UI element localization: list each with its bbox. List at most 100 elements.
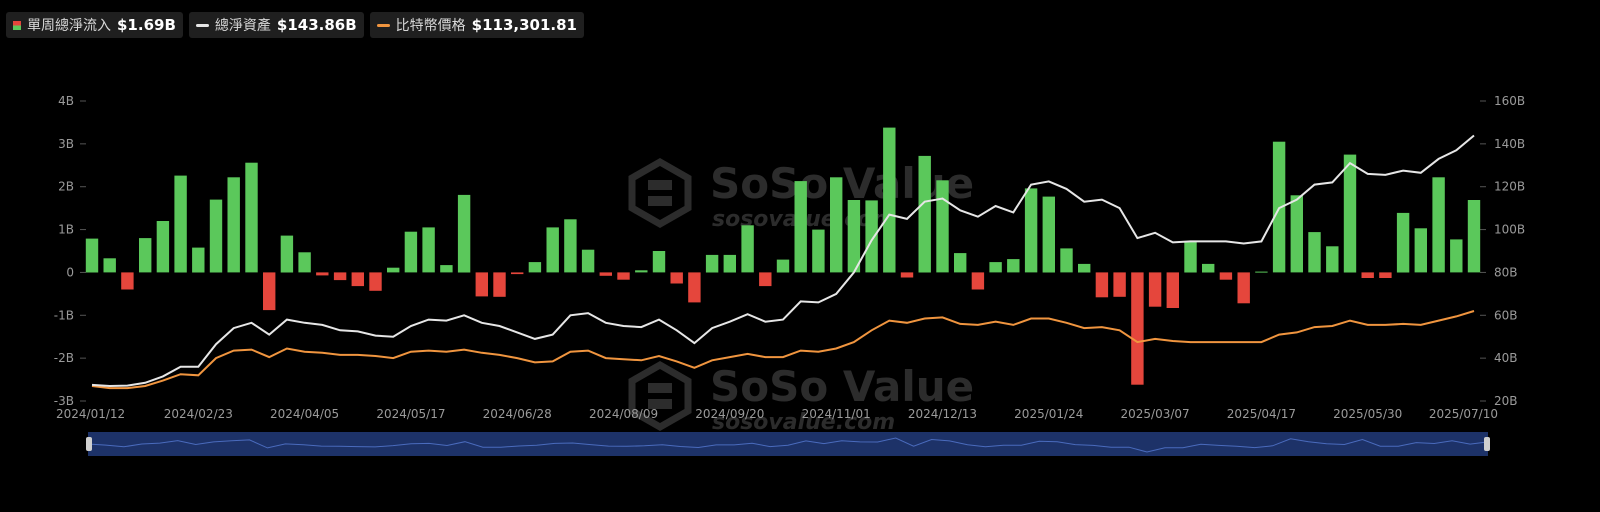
inflow-bar[interactable] bbox=[1131, 272, 1144, 385]
inflow-bar[interactable] bbox=[1255, 271, 1268, 273]
inflow-bar[interactable] bbox=[865, 200, 878, 273]
inflow-bar[interactable] bbox=[705, 254, 719, 273]
inflow-bar[interactable] bbox=[1219, 272, 1233, 280]
inflow-bar[interactable] bbox=[652, 251, 666, 273]
inflow-bar[interactable] bbox=[1326, 246, 1339, 273]
inflow-bar[interactable] bbox=[971, 272, 985, 290]
inflow-bar[interactable] bbox=[936, 180, 949, 273]
inflow-bar[interactable] bbox=[617, 272, 630, 280]
inflow-bar[interactable] bbox=[457, 194, 471, 273]
inflow-bar[interactable] bbox=[280, 235, 294, 273]
legend-total-net-assets[interactable]: 總淨資產 $143.86B bbox=[188, 12, 364, 38]
inflow-bar[interactable] bbox=[1308, 232, 1321, 273]
inflow-bar[interactable] bbox=[688, 272, 701, 303]
x-axis-tick-label: 2024/09/20 bbox=[695, 407, 764, 421]
inflow-bar[interactable] bbox=[1148, 272, 1162, 307]
navigator-right-handle[interactable] bbox=[1484, 437, 1490, 451]
inflow-bar[interactable] bbox=[511, 272, 524, 275]
inflow-bar[interactable] bbox=[989, 262, 1002, 273]
inflow-bar[interactable] bbox=[1184, 241, 1197, 273]
inflow-bar[interactable] bbox=[103, 258, 116, 273]
inflow-bar[interactable] bbox=[245, 162, 258, 273]
inflow-bar[interactable] bbox=[1113, 272, 1126, 297]
inflow-bar[interactable] bbox=[351, 272, 364, 287]
inflow-bar[interactable] bbox=[546, 227, 559, 273]
inflow-bar[interactable] bbox=[493, 272, 506, 297]
inflow-bar[interactable] bbox=[670, 272, 683, 284]
legend-btc-price[interactable]: 比特幣價格 $113,301.81 bbox=[369, 12, 584, 38]
inflow-bar[interactable] bbox=[156, 221, 170, 273]
inflow-bar[interactable] bbox=[1202, 263, 1215, 273]
inflow-bar[interactable] bbox=[581, 249, 595, 273]
inflow-bar[interactable] bbox=[1414, 228, 1427, 273]
watermark-site: sosovalue.com bbox=[712, 410, 895, 435]
inflow-bar[interactable] bbox=[369, 272, 382, 291]
inflow-bar[interactable] bbox=[316, 272, 329, 276]
inflow-bar[interactable] bbox=[174, 175, 187, 273]
left-axis-tick-label: -1B bbox=[54, 308, 74, 322]
inflow-bar[interactable] bbox=[1060, 248, 1073, 273]
inflow-bar[interactable] bbox=[440, 265, 453, 273]
inflow-bar[interactable] bbox=[139, 238, 152, 273]
inflow-bar[interactable] bbox=[918, 155, 931, 273]
inflow-bar[interactable] bbox=[528, 262, 542, 273]
inflow-bar[interactable] bbox=[635, 270, 648, 273]
range-navigator[interactable] bbox=[86, 432, 1490, 456]
inflow-bar[interactable] bbox=[830, 177, 843, 273]
inflow-bar[interactable] bbox=[812, 229, 825, 273]
inflow-bar[interactable] bbox=[209, 199, 223, 273]
inflow-bar[interactable] bbox=[1379, 272, 1392, 278]
inflow-bar[interactable] bbox=[794, 181, 807, 273]
inflow-bar[interactable] bbox=[192, 247, 205, 273]
right-axis-tick-label: 20B bbox=[1494, 394, 1518, 408]
inflow-bar[interactable] bbox=[1361, 272, 1374, 278]
inflow-bar[interactable] bbox=[1024, 188, 1038, 273]
inflow-bar[interactable] bbox=[954, 253, 967, 273]
inflow-bar[interactable] bbox=[1290, 195, 1303, 273]
x-axis-tick-label: 2025/01/24 bbox=[1014, 407, 1083, 421]
line-swatch-icon bbox=[376, 23, 390, 27]
inflow-bar[interactable] bbox=[422, 227, 435, 273]
inflow-bar[interactable] bbox=[1396, 212, 1410, 273]
btc-price-line[interactable] bbox=[91, 310, 1475, 390]
right-axis-tick-label: 160B bbox=[1494, 94, 1525, 108]
inflow-bar[interactable] bbox=[1095, 272, 1109, 298]
inflow-bar[interactable] bbox=[1078, 263, 1091, 273]
inflow-bar[interactable] bbox=[723, 254, 736, 273]
inflow-bar[interactable] bbox=[599, 272, 612, 276]
watermark-logo-bottom: SoSo Value sosovalue.com bbox=[628, 360, 974, 435]
inflow-bar[interactable] bbox=[333, 272, 347, 281]
left-axis-tick-label: 3B bbox=[58, 137, 74, 151]
inflow-bar[interactable] bbox=[1166, 272, 1179, 308]
inflow-bar[interactable] bbox=[741, 225, 754, 273]
inflow-bar[interactable] bbox=[85, 238, 99, 273]
inflow-bar[interactable] bbox=[1467, 200, 1481, 273]
x-axis-tick-label: 2025/07/10 bbox=[1429, 407, 1498, 421]
inflow-bar[interactable] bbox=[759, 272, 772, 287]
inflow-bar[interactable] bbox=[564, 219, 577, 273]
inflow-bar[interactable] bbox=[1237, 272, 1250, 304]
inflow-bar[interactable] bbox=[121, 272, 134, 290]
inflow-bar[interactable] bbox=[475, 272, 488, 297]
inflow-bar[interactable] bbox=[1450, 239, 1463, 273]
inflow-bar[interactable] bbox=[387, 267, 400, 273]
inflow-bar[interactable] bbox=[776, 259, 790, 273]
legend-value: $113,301.81 bbox=[471, 16, 577, 34]
inflow-bar[interactable] bbox=[883, 127, 896, 273]
legend-weekly-net-inflow[interactable]: 單周總淨流入 $1.69B bbox=[6, 12, 183, 38]
inflow-bar[interactable] bbox=[227, 177, 240, 273]
inflow-bar[interactable] bbox=[404, 231, 418, 273]
inflow-bar[interactable] bbox=[847, 200, 861, 273]
inflow-bar[interactable] bbox=[1042, 196, 1055, 273]
x-axis-tick-label: 2024/11/01 bbox=[802, 407, 871, 421]
navigator-track[interactable] bbox=[88, 432, 1488, 456]
inflow-bar[interactable] bbox=[900, 272, 914, 278]
total-net-assets-line[interactable] bbox=[91, 134, 1475, 388]
inflow-bar[interactable] bbox=[1007, 259, 1020, 273]
inflow-bar[interactable] bbox=[298, 252, 311, 273]
navigator-left-handle[interactable] bbox=[86, 437, 92, 451]
inflow-bar[interactable] bbox=[263, 272, 276, 311]
inflow-bar[interactable] bbox=[1343, 154, 1357, 273]
inflow-bar[interactable] bbox=[1432, 177, 1445, 273]
